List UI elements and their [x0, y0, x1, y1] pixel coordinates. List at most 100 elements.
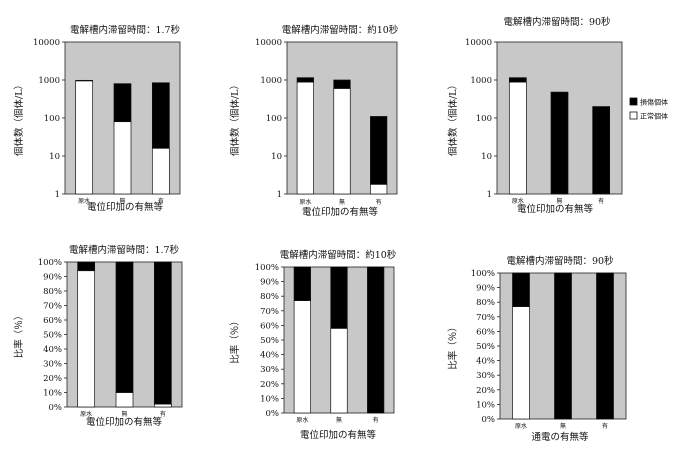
- y-tick-label: 70%: [43, 302, 62, 312]
- bar-損傷個体-無: [333, 79, 351, 89]
- y-tick-label: 50%: [260, 336, 279, 346]
- bar-損傷個体-無: [113, 83, 132, 123]
- chart-6: 電解槽内滞留時間：90秒 0% 10% 20% 30% 40% 50% 60% 70% 80% 90…: [447, 255, 627, 443]
- x-tick-label: 無: [119, 197, 125, 205]
- bar-正常個体-有: [370, 183, 388, 195]
- chart-title: 電解槽内滞留時間：90秒: [503, 16, 611, 28]
- y-tick-label: 20%: [43, 374, 62, 384]
- y-tick-label: 60%: [260, 321, 279, 331]
- bar-損傷個体-原水: [296, 77, 314, 83]
- bar-正常個体-無: [330, 327, 348, 414]
- x-tick-label: 無: [339, 198, 345, 206]
- y-tick-label: 10%: [476, 400, 495, 410]
- chart-title: 電解槽内滞留時間：1.7秒: [69, 244, 180, 256]
- bar-正常個体-原水: [77, 270, 96, 408]
- bar-損傷個体-無: [115, 261, 134, 393]
- bar-損傷個体-原水: [508, 77, 527, 83]
- bar-正常個体-無: [333, 88, 351, 195]
- y-tick-label: 10: [49, 152, 60, 162]
- bar-正常個体-有: [153, 403, 172, 408]
- y-tick-label: 10%: [43, 389, 62, 399]
- bar-正常個体-原水: [75, 80, 94, 195]
- y-tick-label: 10: [271, 152, 282, 162]
- x-tick-label: 有: [376, 198, 382, 206]
- x-tick-label: 無: [560, 422, 566, 430]
- x-tick-label: 有: [602, 422, 608, 430]
- y-tick-label: 70%: [260, 307, 279, 317]
- legend-swatch-損傷個体: [629, 97, 638, 106]
- y-axis-label: 比率（％）: [13, 311, 25, 359]
- bar-損傷個体-有: [151, 82, 170, 149]
- y-tick-label: 40%: [43, 345, 62, 355]
- y-tick-label: 20%: [260, 380, 279, 390]
- bar-正常個体-原水: [512, 306, 530, 420]
- chart-5: 電解槽内滞留時間：約10秒 0% 10% 20% 30% 40% 50% 60% 70% 80% 9…: [229, 249, 397, 441]
- x-tick-label: 原水: [78, 197, 90, 205]
- chart-title: 電解槽内滞留時間：約10秒: [280, 249, 397, 261]
- chart-3: 電解槽内滞留時間：90秒 1 10 100 1000 10000 個体数（個体/L） 原水 無 有…: [447, 16, 668, 215]
- y-tick-label: 80%: [260, 292, 279, 302]
- y-tick-label: 100: [266, 114, 282, 124]
- chart-title: 電解槽内滞留時間：1.7秒: [70, 24, 181, 36]
- x-tick-label: 無: [336, 416, 342, 424]
- y-tick-label: 0%: [49, 403, 63, 413]
- bar-正常個体-有: [151, 147, 170, 195]
- y-tick-label: 1000: [260, 76, 282, 86]
- y-tick-label: 30%: [43, 360, 62, 370]
- y-tick-label: 90%: [476, 284, 495, 294]
- chart-4: 電解槽内滞留時間：1.7秒 0% 10% 20% 30% 40% 50% 60% 70% 80% 9…: [13, 244, 183, 428]
- chart-title: 電解槽内滞留時間：約10秒: [282, 24, 399, 36]
- x-tick-label: 無: [121, 410, 127, 418]
- y-axis-label: 個体数（個体/L）: [229, 80, 241, 156]
- y-tick-label: 100%: [38, 258, 62, 268]
- bar-損傷個体-有: [153, 261, 172, 405]
- y-tick-label: 100%: [471, 269, 495, 279]
- x-tick-label: 有: [598, 197, 604, 205]
- bar-損傷個体-無: [554, 272, 572, 420]
- y-axis-label: 個体数（個体/L）: [447, 80, 459, 156]
- legend-swatch-正常個体: [629, 111, 638, 120]
- y-tick-label: 0%: [482, 415, 496, 425]
- y-tick-label: 1000: [470, 76, 492, 86]
- y-tick-label: 0%: [266, 409, 280, 419]
- x-tick-label: 原水: [515, 422, 527, 430]
- x-tick-label: 有: [160, 410, 166, 418]
- y-tick-label: 100: [476, 114, 492, 124]
- y-tick-label: 40%: [260, 351, 279, 361]
- chart-title: 電解槽内滞留時間：90秒: [506, 255, 614, 267]
- bar-正常個体-原水: [296, 81, 314, 195]
- y-tick-label: 60%: [43, 316, 62, 326]
- bar-損傷個体-有: [370, 116, 388, 185]
- x-axis-label: 電位印加の有無等: [302, 206, 379, 218]
- bar-損傷個体-有: [592, 106, 611, 195]
- y-tick-label: 10000: [33, 38, 60, 48]
- bar-正常個体-無: [113, 121, 132, 195]
- y-tick-label: 10: [481, 152, 492, 162]
- y-tick-label: 80%: [43, 287, 62, 297]
- y-tick-label: 40%: [476, 357, 495, 367]
- legend-label: 損傷個体: [640, 98, 668, 107]
- x-axis-label: 電位印加の有無等: [87, 201, 164, 213]
- bar-損傷個体-無: [330, 266, 348, 329]
- x-tick-label: 原水: [512, 197, 524, 205]
- y-tick-label: 10000: [465, 38, 492, 48]
- legend-label: 正常個体: [640, 112, 668, 121]
- y-tick-label: 90%: [43, 273, 62, 283]
- y-tick-label: 1: [277, 190, 282, 200]
- y-tick-label: 80%: [476, 298, 495, 308]
- bar-損傷個体-原水: [293, 266, 311, 301]
- y-tick-label: 50%: [43, 331, 62, 341]
- x-tick-label: 原水: [296, 416, 308, 424]
- x-tick-label: 原水: [299, 198, 311, 206]
- y-tick-label: 1000: [38, 76, 60, 86]
- y-tick-label: 10000: [255, 38, 282, 48]
- y-tick-label: 70%: [476, 313, 495, 323]
- y-tick-label: 100: [44, 114, 60, 124]
- bar-損傷個体-有: [596, 272, 614, 420]
- y-tick-label: 50%: [476, 342, 495, 352]
- bar-損傷個体-有: [367, 266, 385, 414]
- y-tick-label: 100%: [255, 263, 279, 273]
- chart-1: 電解槽内滞留時間：1.7秒 1 10 100 1000 10000 個体数（個体/L） 原水 無…: [13, 24, 181, 213]
